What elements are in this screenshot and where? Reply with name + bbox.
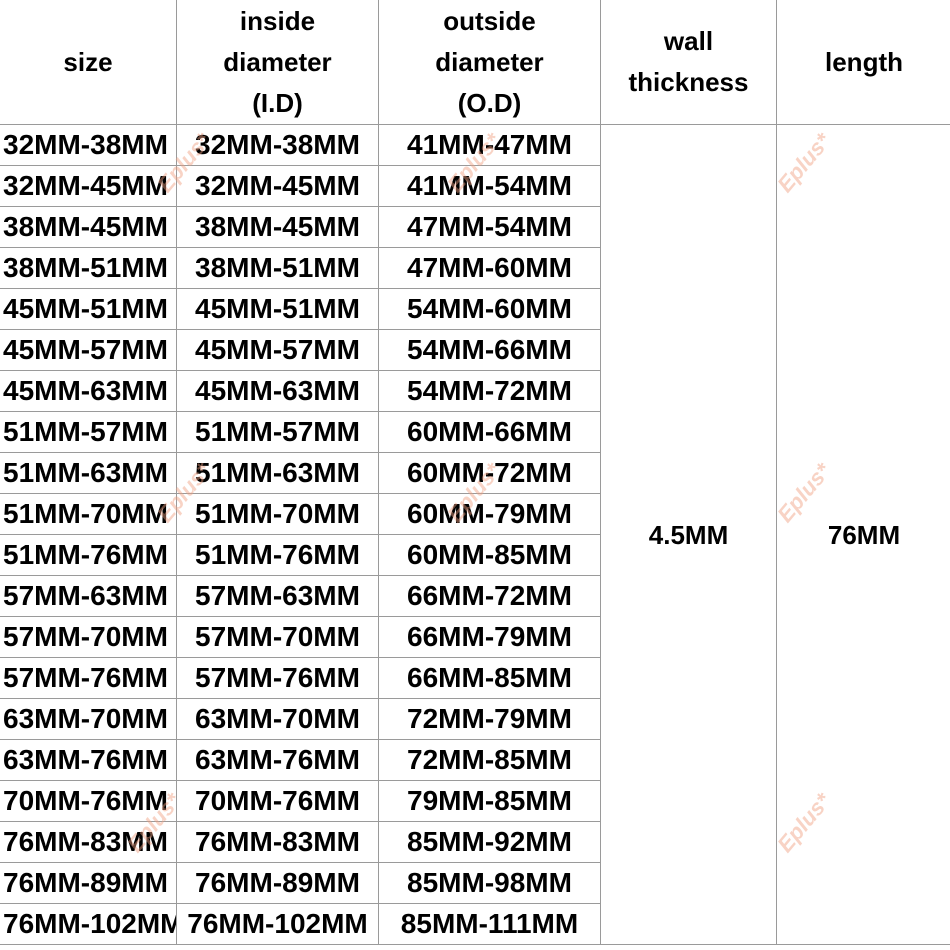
outside-diameter-cell: 72MM-85MM — [378, 739, 601, 781]
size-cell: 45MM-63MM — [0, 370, 177, 412]
inside-diameter-cell: 45MM-63MM — [176, 370, 379, 412]
table-row: 76MM-102MM 76MM-102MM 85MM-111MM — [0, 903, 950, 945]
inside-diameter-cell: 76MM-89MM — [176, 862, 379, 904]
table-row: 45MM-51MM 45MM-51MM 54MM-60MM — [0, 288, 950, 330]
header-line: (O.D) — [457, 87, 522, 118]
inside-diameter-cell: 76MM-102MM — [176, 903, 379, 945]
size-cell: 70MM-76MM — [0, 780, 177, 822]
length-cell: 76MM — [776, 124, 950, 945]
inside-diameter-cell: 63MM-70MM — [176, 698, 379, 740]
outside-diameter-cell: 60MM-79MM — [378, 493, 601, 535]
size-cell: 45MM-51MM — [0, 288, 177, 330]
outside-diameter-cell: 66MM-72MM — [378, 575, 601, 617]
header-length: length — [776, 0, 950, 125]
inside-diameter-cell: 51MM-63MM — [176, 452, 379, 494]
header-size: size — [0, 0, 177, 125]
outside-diameter-cell: 85MM-111MM — [378, 903, 601, 945]
size-cell: 63MM-70MM — [0, 698, 177, 740]
inside-diameter-cell: 51MM-57MM — [176, 411, 379, 453]
size-cell: 57MM-70MM — [0, 616, 177, 658]
inside-diameter-cell: 51MM-76MM — [176, 534, 379, 576]
wall-thickness-cell: 4.5MM — [600, 124, 777, 945]
size-cell: 32MM-38MM — [0, 124, 177, 166]
size-cell: 45MM-57MM — [0, 329, 177, 371]
header-line: (I.D) — [252, 87, 303, 118]
inside-diameter-cell: 51MM-70MM — [176, 493, 379, 535]
header-wall-thickness: wall thickness — [600, 0, 777, 125]
inside-diameter-cell: 38MM-51MM — [176, 247, 379, 289]
outside-diameter-cell: 60MM-66MM — [378, 411, 601, 453]
inside-diameter-cell: 45MM-57MM — [176, 329, 379, 371]
outside-diameter-cell: 79MM-85MM — [378, 780, 601, 822]
outside-diameter-cell: 60MM-85MM — [378, 534, 601, 576]
size-cell: 57MM-76MM — [0, 657, 177, 699]
inside-diameter-cell: 57MM-70MM — [176, 616, 379, 658]
size-cell: 57MM-63MM — [0, 575, 177, 617]
outside-diameter-cell: 72MM-79MM — [378, 698, 601, 740]
header-inside-diameter: inside diameter (I.D) — [176, 0, 379, 125]
inside-diameter-cell: 70MM-76MM — [176, 780, 379, 822]
header-line: diameter — [435, 46, 544, 77]
outside-diameter-cell: 41MM-54MM — [378, 165, 601, 207]
size-cell: 76MM-89MM — [0, 862, 177, 904]
header-line: diameter — [223, 46, 332, 77]
header-line: length — [825, 46, 903, 77]
outside-diameter-cell: 54MM-60MM — [378, 288, 601, 330]
header-line: thickness — [628, 67, 749, 97]
header-row: size inside diameter (I.D) outside diameter (O… — [0, 0, 950, 125]
inside-diameter-cell: 32MM-45MM — [176, 165, 379, 207]
size-cell: 51MM-76MM — [0, 534, 177, 576]
table-row: 57MM-70MM 57MM-70MM 66MM-79MM — [0, 616, 950, 658]
size-cell: 76MM-102MM — [0, 903, 177, 945]
header-line: size — [63, 46, 113, 77]
table-row: 57MM-63MM 57MM-63MM 66MM-72MM — [0, 575, 950, 617]
outside-diameter-cell: 66MM-79MM — [378, 616, 601, 658]
table-row: 51MM-70MM 51MM-70MM 60MM-79MM — [0, 493, 950, 535]
inside-diameter-cell: 57MM-63MM — [176, 575, 379, 617]
size-cell: 51MM-70MM — [0, 493, 177, 535]
table-row: 51MM-57MM 51MM-57MM 60MM-66MM — [0, 411, 950, 453]
table-row: 57MM-76MM 57MM-76MM 66MM-85MM — [0, 657, 950, 699]
size-cell: 38MM-45MM — [0, 206, 177, 248]
inside-diameter-cell: 57MM-76MM — [176, 657, 379, 699]
header-outside-diameter: outside diameter (O.D) — [378, 0, 601, 125]
table-row: 63MM-70MM 63MM-70MM 72MM-79MM — [0, 698, 950, 740]
table-row: 32MM-45MM 32MM-45MM 41MM-54MM — [0, 165, 950, 207]
inside-diameter-cell: 45MM-51MM — [176, 288, 379, 330]
inside-diameter-cell: 76MM-83MM — [176, 821, 379, 863]
inside-diameter-cell: 38MM-45MM — [176, 206, 379, 248]
table-row: 70MM-76MM 70MM-76MM 79MM-85MM — [0, 780, 950, 822]
outside-diameter-cell: 41MM-47MM — [378, 124, 601, 166]
table-row: 45MM-63MM 45MM-63MM 54MM-72MM — [0, 370, 950, 412]
size-cell: 63MM-76MM — [0, 739, 177, 781]
header-line: wall — [663, 26, 714, 56]
outside-diameter-cell: 66MM-85MM — [378, 657, 601, 699]
outside-diameter-cell: 47MM-54MM — [378, 206, 601, 248]
outside-diameter-cell: 60MM-72MM — [378, 452, 601, 494]
table-row: 76MM-89MM 76MM-89MM 85MM-98MM — [0, 862, 950, 904]
table-row: 63MM-76MM 63MM-76MM 72MM-85MM — [0, 739, 950, 781]
outside-diameter-cell: 54MM-72MM — [378, 370, 601, 412]
table-row: 32MM-38MM 32MM-38MM 41MM-47MM 4.5MM 76MM — [0, 124, 950, 945]
size-cell: 51MM-57MM — [0, 411, 177, 453]
header-line: inside — [239, 5, 316, 36]
outside-diameter-cell: 85MM-98MM — [378, 862, 601, 904]
outside-diameter-cell: 85MM-92MM — [378, 821, 601, 863]
size-cell: 32MM-45MM — [0, 165, 177, 207]
inside-diameter-cell: 63MM-76MM — [176, 739, 379, 781]
size-cell: 76MM-83MM — [0, 821, 177, 863]
outside-diameter-cell: 54MM-66MM — [378, 329, 601, 371]
header-line: outside — [443, 5, 536, 36]
size-cell: 51MM-63MM — [0, 452, 177, 494]
inside-diameter-cell: 32MM-38MM — [176, 124, 379, 166]
size-cell: 38MM-51MM — [0, 247, 177, 289]
table-row: 51MM-63MM 51MM-63MM 60MM-72MM — [0, 452, 950, 494]
table-row: 45MM-57MM 45MM-57MM 54MM-66MM — [0, 329, 950, 371]
outside-diameter-cell: 47MM-60MM — [378, 247, 601, 289]
